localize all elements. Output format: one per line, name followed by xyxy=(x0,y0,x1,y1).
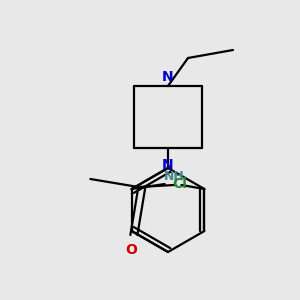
Text: NH: NH xyxy=(164,170,185,183)
Text: O: O xyxy=(125,243,137,257)
Text: N: N xyxy=(162,158,174,172)
Text: Cl: Cl xyxy=(172,177,188,191)
Text: N: N xyxy=(162,70,174,84)
